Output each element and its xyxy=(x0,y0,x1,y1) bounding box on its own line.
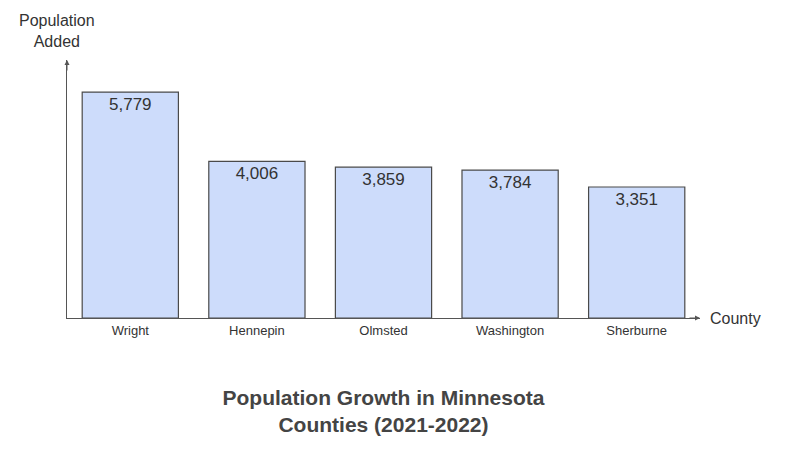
svg-text:5,779: 5,779 xyxy=(109,95,152,114)
svg-text:Population Growth in Minnesota: Population Growth in MinnesotaCounties (… xyxy=(223,386,545,436)
svg-text:3,859: 3,859 xyxy=(362,170,405,189)
svg-text:Hennepin: Hennepin xyxy=(229,323,285,338)
svg-text:Wright: Wright xyxy=(112,323,150,338)
svg-text:County: County xyxy=(710,310,761,327)
svg-text:PopulationAdded: PopulationAdded xyxy=(19,12,95,50)
svg-text:Sherburne: Sherburne xyxy=(606,323,667,338)
svg-text:3,784: 3,784 xyxy=(489,173,532,192)
svg-text:3,351: 3,351 xyxy=(615,190,658,209)
svg-text:4,006: 4,006 xyxy=(236,164,279,183)
svg-text:Washington: Washington xyxy=(476,323,544,338)
svg-text:Olmsted: Olmsted xyxy=(359,323,407,338)
